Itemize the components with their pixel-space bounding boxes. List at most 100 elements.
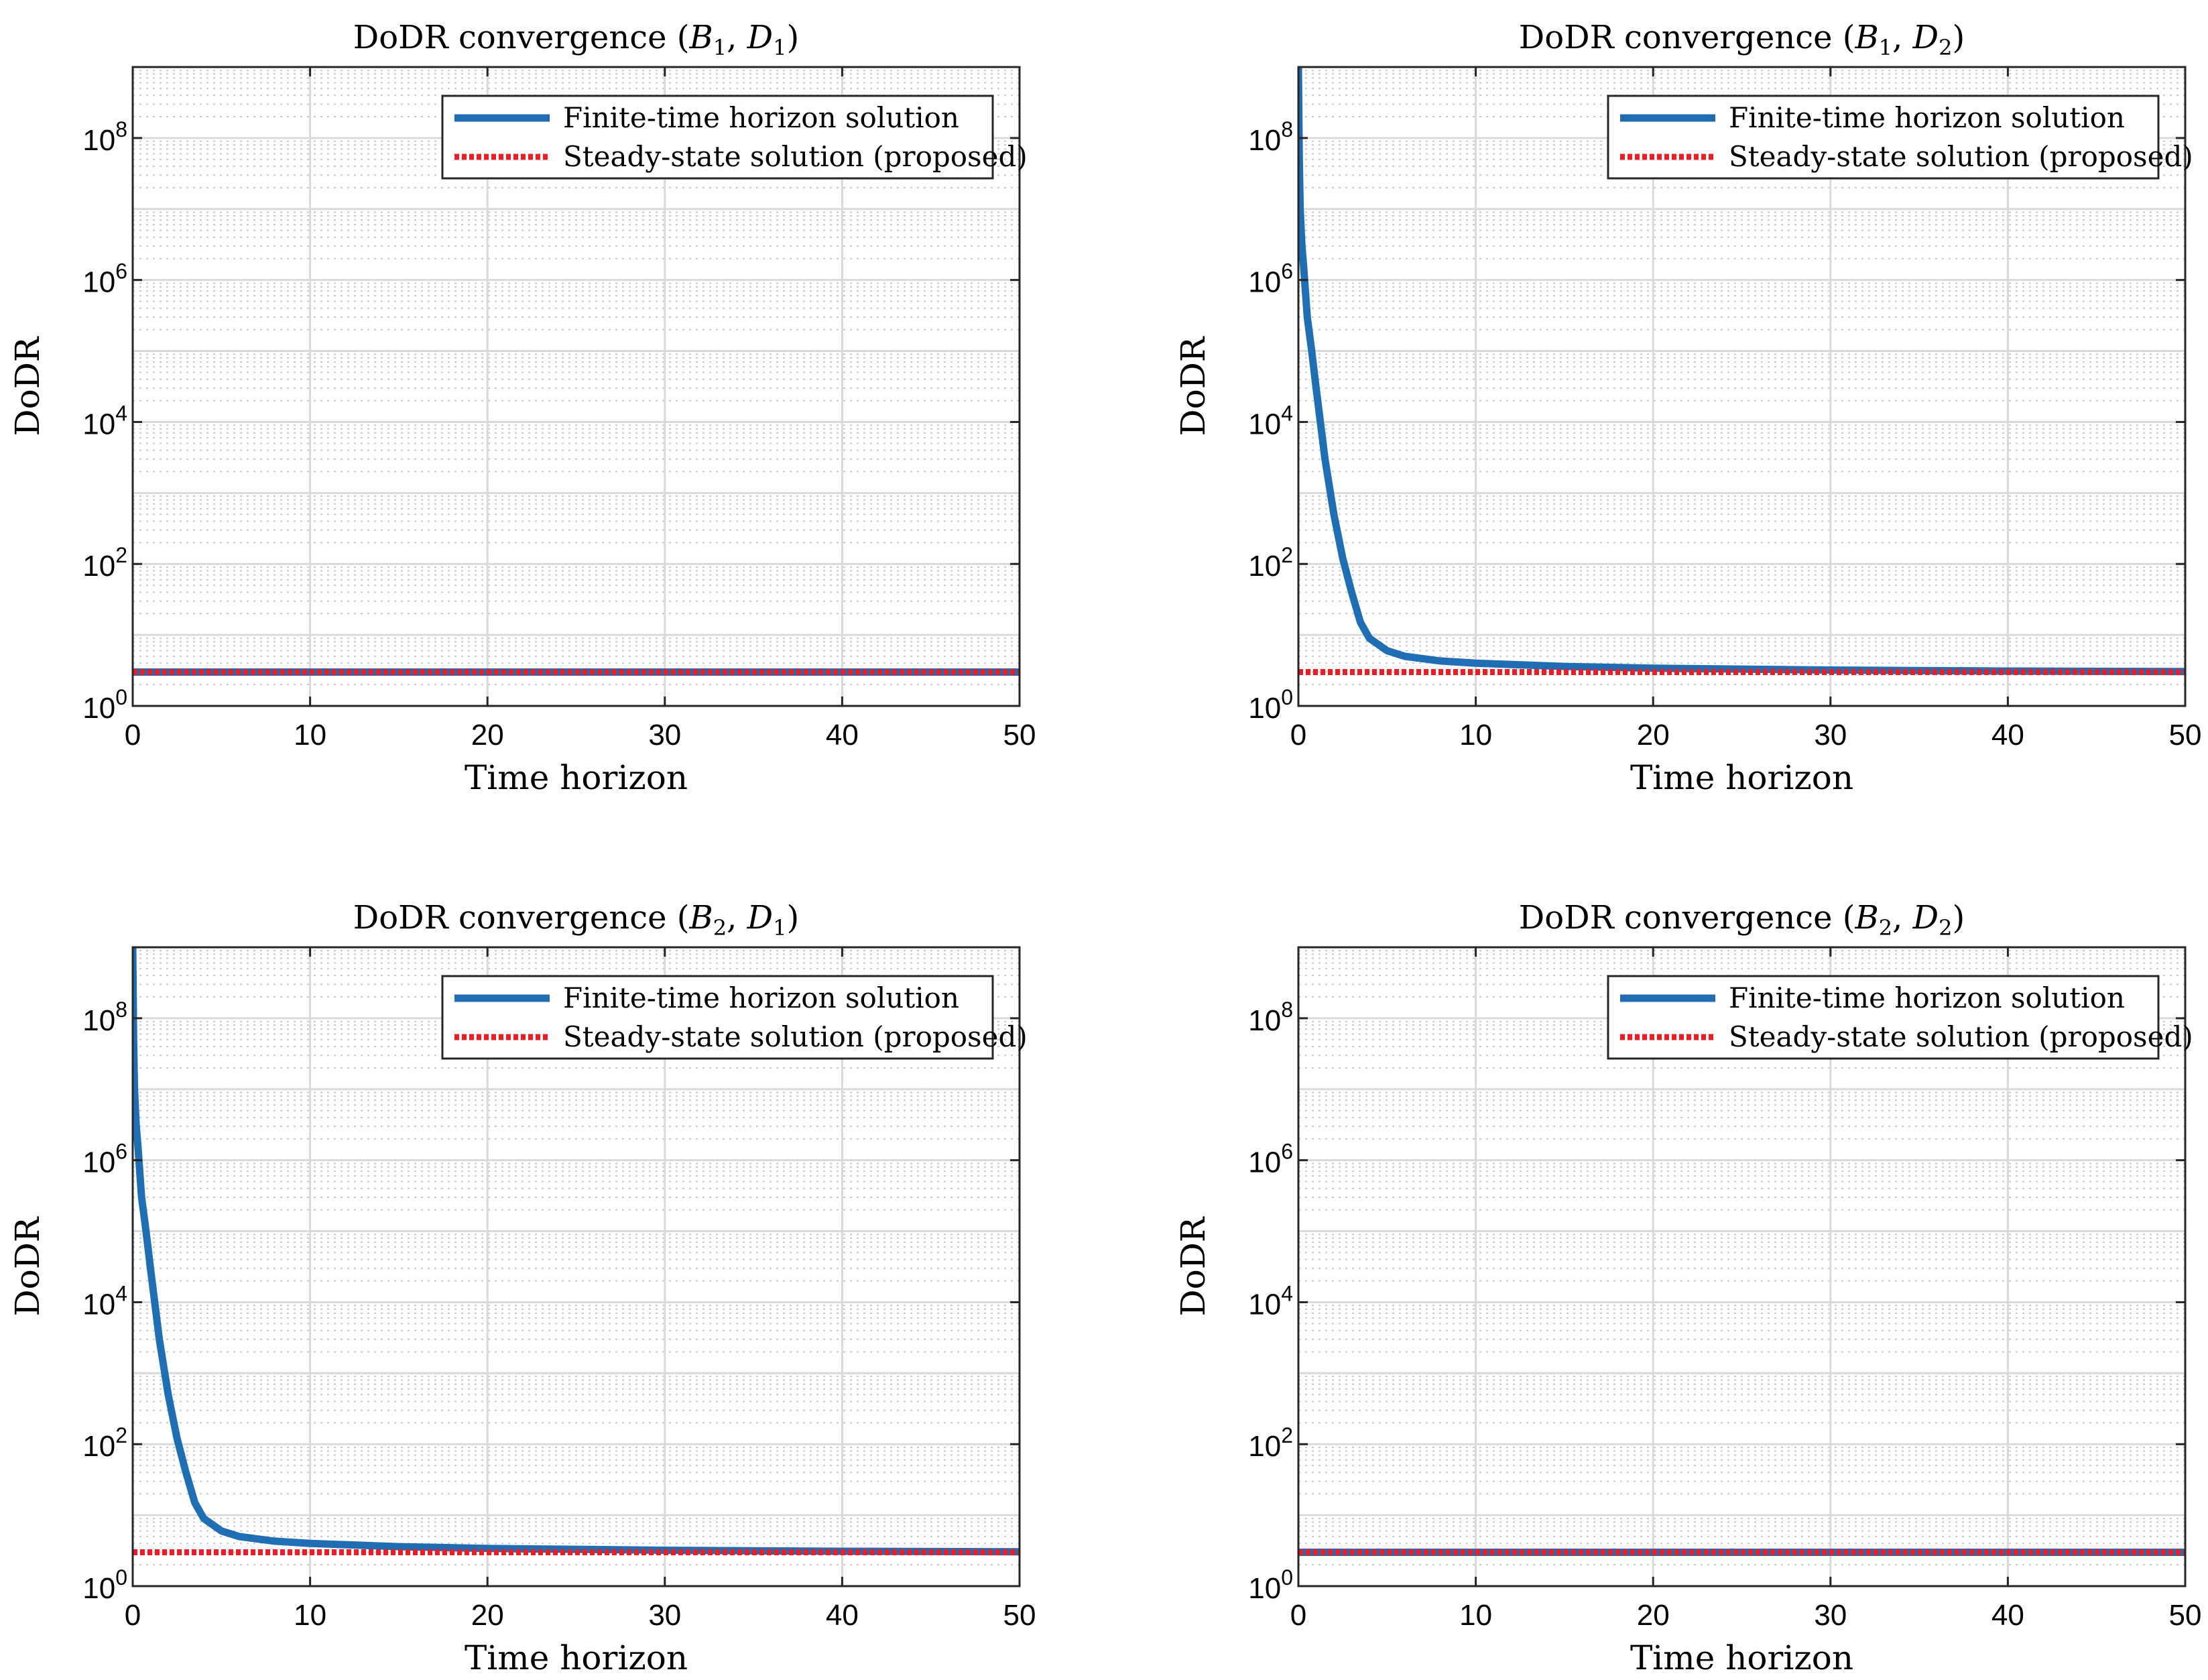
text-span: 2 xyxy=(115,1423,127,1447)
text-span: 0 xyxy=(1281,685,1293,709)
x-tick-label: 10 xyxy=(294,719,326,752)
legend-box xyxy=(1607,95,2160,180)
legend-label: Finite-time horizon solution xyxy=(1729,101,2125,134)
text-span: B xyxy=(1855,19,1879,56)
text-span: 10 xyxy=(1248,408,1281,440)
y-tick-label: 108 xyxy=(1248,998,1293,1037)
x-tick-label: 10 xyxy=(294,1599,326,1632)
text-span: , xyxy=(1892,899,1913,937)
y-axis-label: DoDR xyxy=(1174,336,1213,436)
y-tick-label: 104 xyxy=(1248,1281,1293,1321)
text-span: 8 xyxy=(1281,117,1293,141)
y-tick-label: 106 xyxy=(1248,1140,1293,1179)
x-tick-label: 50 xyxy=(1003,719,1036,752)
legend-box xyxy=(441,975,994,1060)
y-axis-label: DoDR xyxy=(8,1216,47,1316)
y-tick-label: 108 xyxy=(82,117,127,157)
x-tick-label: 20 xyxy=(471,719,504,752)
text-span: B xyxy=(689,899,713,937)
text-span: 0 xyxy=(115,1565,127,1589)
text-span: 6 xyxy=(1281,259,1293,284)
legend-box xyxy=(1607,975,2160,1060)
text-span: 1 xyxy=(773,915,786,941)
x-tick-label: 0 xyxy=(1290,719,1306,752)
text-span: 10 xyxy=(82,124,115,157)
series-group xyxy=(133,947,1020,1556)
chart-title: DoDR convergence (B2, D2) xyxy=(1519,899,1965,941)
text-span: ) xyxy=(787,899,800,937)
legend-label: Steady-state solution (proposed) xyxy=(563,1020,1028,1053)
text-span: 2 xyxy=(1939,915,1952,941)
y-tick-label: 100 xyxy=(1248,685,1293,725)
chart-title: DoDR convergence (B1, D1) xyxy=(353,19,799,60)
text-span: 10 xyxy=(1248,1288,1281,1321)
text-span: 10 xyxy=(1248,1430,1281,1463)
y-tick-label: 104 xyxy=(82,401,127,440)
legend: Finite-time horizon solution Steady-state… xyxy=(1607,95,2193,180)
x-tick-label: 20 xyxy=(1637,719,1670,752)
x-tick-label: 40 xyxy=(1991,1599,2024,1632)
text-span: 2 xyxy=(1879,915,1892,941)
legend: Finite-time horizon solution Steady-state… xyxy=(1607,975,2193,1060)
x-tick-label: 40 xyxy=(1991,719,2024,752)
text-span: 8 xyxy=(115,998,127,1022)
legend-box xyxy=(441,95,994,180)
text-span: 1 xyxy=(713,35,727,60)
text-span: 2 xyxy=(1939,35,1952,60)
text-span: DoDR convergence ( xyxy=(353,899,690,937)
y-tick-label: 104 xyxy=(1248,401,1293,440)
text-span: 4 xyxy=(115,1281,127,1305)
text-span: ) xyxy=(1953,899,1965,937)
axes-box xyxy=(131,66,1021,707)
text-span: 2 xyxy=(713,915,727,941)
series-group xyxy=(1298,67,2185,676)
chart-title: DoDR convergence (B1, D2) xyxy=(1519,19,1965,60)
text-span: 6 xyxy=(1281,1140,1293,1164)
text-span: 10 xyxy=(82,408,115,440)
text-span: 10 xyxy=(82,550,115,583)
y-tick-label: 102 xyxy=(82,1423,127,1463)
text-span: , xyxy=(727,19,747,56)
ticks xyxy=(131,67,1021,707)
y-tick-label: 104 xyxy=(82,1281,127,1321)
y-tick-label: 100 xyxy=(82,685,127,725)
text-span: 8 xyxy=(115,117,127,141)
text-span: 10 xyxy=(82,1572,115,1605)
ticks xyxy=(131,947,1021,1587)
axes-box xyxy=(1297,946,2187,1587)
x-tick-label: 50 xyxy=(2169,1599,2202,1632)
text-span: 1 xyxy=(773,35,786,60)
text-span: 4 xyxy=(115,401,127,425)
legend: Finite-time horizon solution Steady-state… xyxy=(441,975,1028,1060)
text-span: 0 xyxy=(1281,1565,1293,1589)
y-axis-label: DoDR xyxy=(1174,1216,1213,1316)
x-tick-label: 30 xyxy=(648,1599,681,1632)
text-span: 10 xyxy=(82,1430,115,1463)
x-tick-label: 0 xyxy=(1290,1599,1306,1632)
legend: Finite-time horizon solution Steady-state… xyxy=(441,95,1028,180)
chart-title: DoDR convergence (B2, D1) xyxy=(353,899,799,941)
text-span: , xyxy=(1892,19,1913,56)
x-tick-label: 30 xyxy=(1814,1599,1847,1632)
x-axis-label: Time horizon xyxy=(1630,758,1853,797)
x-tick-label: 30 xyxy=(648,719,681,752)
y-tick-label: 102 xyxy=(1248,543,1293,583)
axes-box xyxy=(131,946,1021,1587)
y-tick-label: 106 xyxy=(82,1140,127,1179)
text-span: ) xyxy=(1953,19,1965,56)
legend-label: Finite-time horizon solution xyxy=(563,981,959,1014)
text-span: 10 xyxy=(1248,692,1281,725)
y-tick-label: 102 xyxy=(1248,1423,1293,1463)
text-span: , xyxy=(727,899,747,937)
x-tick-label: 10 xyxy=(1459,1599,1492,1632)
x-axis-label: Time horizon xyxy=(465,758,688,797)
text-span: 2 xyxy=(1281,1423,1293,1447)
x-tick-label: 50 xyxy=(1003,1599,1036,1632)
y-tick-label: 106 xyxy=(82,259,127,299)
text-span: 2 xyxy=(115,543,127,567)
x-tick-label: 30 xyxy=(1814,719,1847,752)
